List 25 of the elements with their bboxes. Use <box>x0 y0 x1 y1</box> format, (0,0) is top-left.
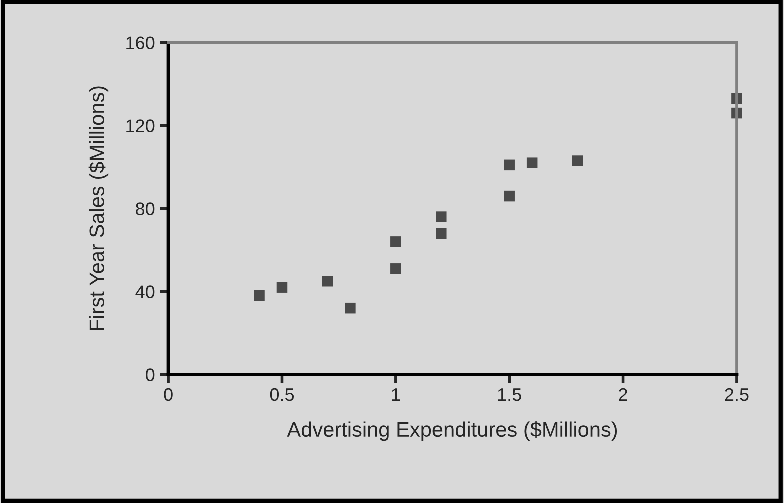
point <box>276 282 288 293</box>
y-tick-label: 0 <box>146 368 155 382</box>
point <box>526 158 538 168</box>
y-tick-label: 80 <box>136 202 155 216</box>
point <box>572 156 584 166</box>
point <box>436 212 447 222</box>
point <box>254 290 265 302</box>
point <box>322 276 334 287</box>
y-tick-label: 160 <box>126 36 155 50</box>
y-axis-title: First Year Sales ($Millions) <box>88 86 109 330</box>
point <box>390 264 402 274</box>
x-tick-label: 2.5 <box>725 388 749 402</box>
point <box>345 302 356 314</box>
point <box>436 228 447 240</box>
x-tick-label: 1 <box>392 388 400 402</box>
x-tick-label: 2 <box>619 388 628 402</box>
point <box>504 190 515 202</box>
x-tick-label: 0 <box>164 388 173 402</box>
y-tick-label: 120 <box>126 120 155 132</box>
x-axis-title: Advertising Expenditures ($Millions) <box>287 421 618 442</box>
x-tick-label: 1.5 <box>498 388 522 402</box>
point <box>390 236 402 248</box>
x-tick-label: 0.5 <box>270 388 294 402</box>
y-tick-label: 40 <box>136 286 155 298</box>
point <box>504 160 515 171</box>
